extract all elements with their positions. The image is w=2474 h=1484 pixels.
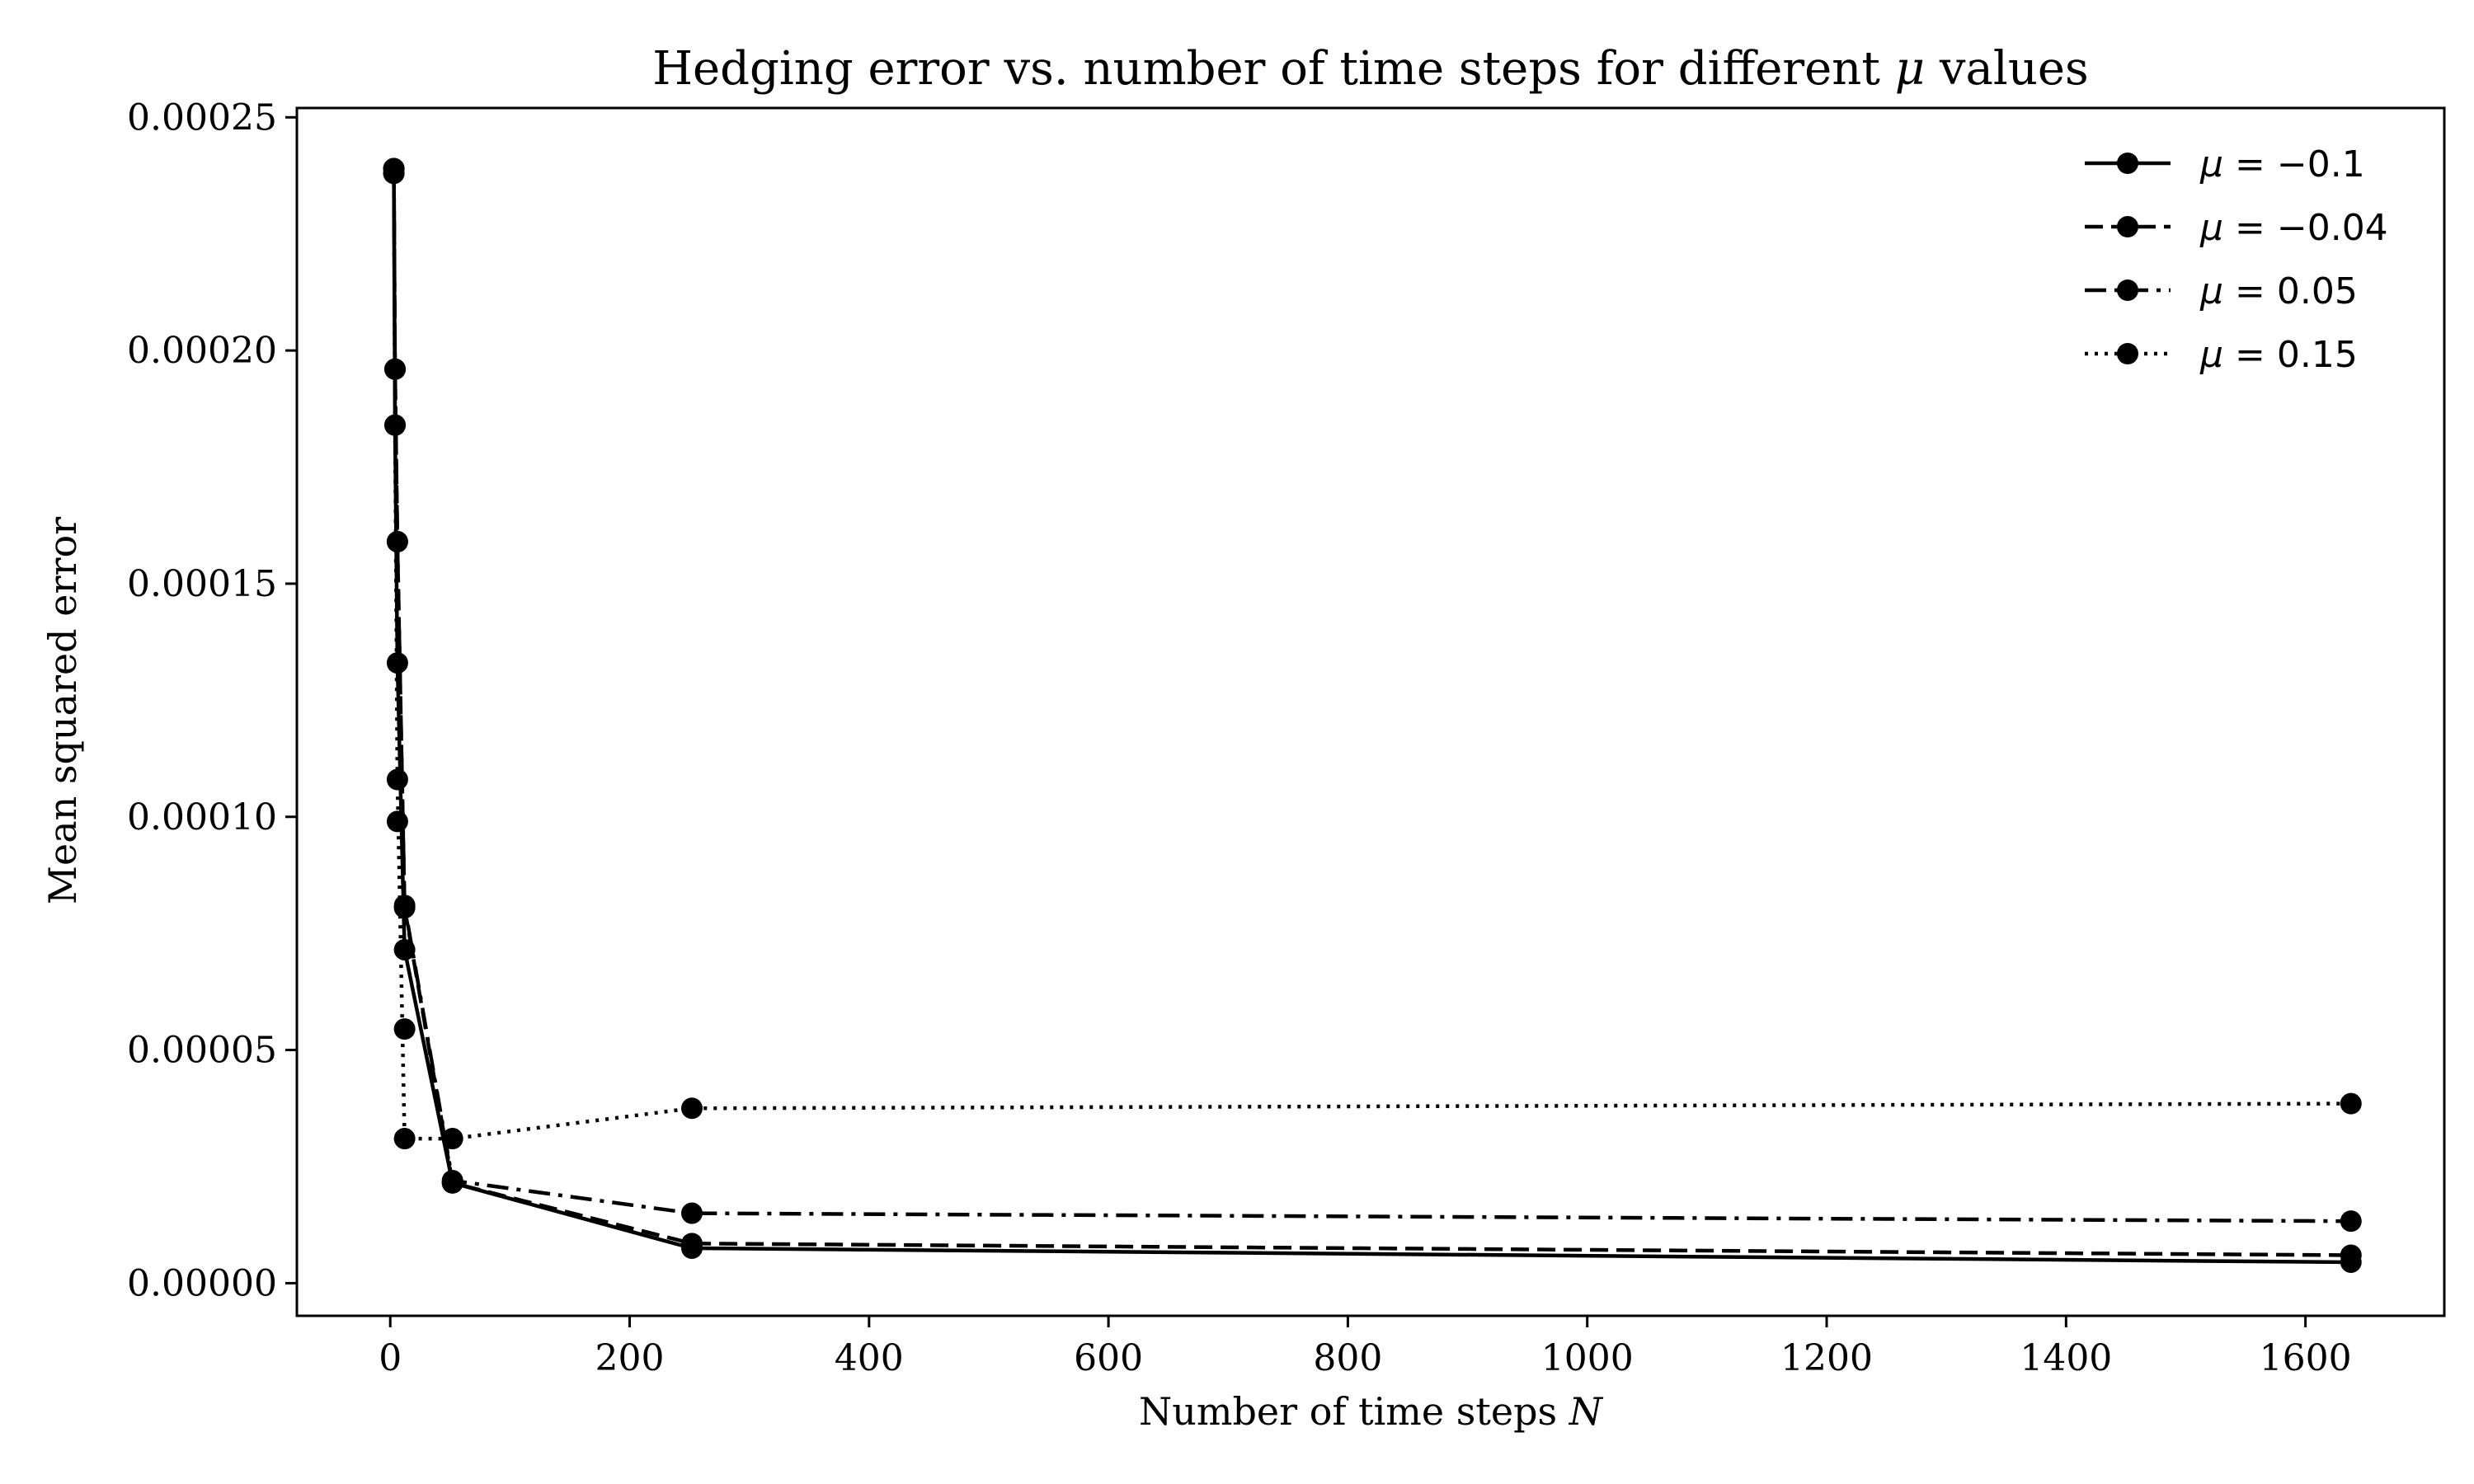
legend-marker-3 (2117, 343, 2138, 364)
x-axis-label: Number of time steps N (1139, 1389, 1604, 1434)
y-tick-label-4: 0.00020 (127, 330, 277, 372)
y-tick-label-0: 0.00000 (127, 1262, 277, 1304)
series-2-point-6 (2340, 1210, 2362, 1233)
series-3-point-6 (2340, 1092, 2362, 1115)
series-line-1 (392, 168, 2351, 1257)
y-tick-label-3: 0.00015 (127, 563, 277, 605)
series-line-2 (392, 168, 2351, 1223)
x-tick-label-0: 0 (379, 1337, 402, 1379)
series-3-point-5 (680, 1097, 703, 1120)
series-3-point-4 (441, 1128, 463, 1150)
series-2-point-4 (441, 1169, 463, 1191)
x-tick-label-2: 400 (835, 1337, 904, 1379)
y-tick-label-5: 0.00025 (127, 96, 277, 139)
x-tick-label-5: 1000 (1541, 1337, 1634, 1379)
series-2-point-1 (384, 358, 407, 380)
plot-frame (295, 106, 2446, 1317)
legend-marker-1 (2117, 216, 2138, 237)
legend-label-2: μ = 0.05 (2199, 270, 2358, 312)
extra-point-1 (393, 1018, 416, 1040)
series-3-point-3 (393, 1128, 416, 1150)
x-axis: 0 200 400 600 800 1000 1200 1400 1600 (379, 1316, 2352, 1379)
legend-label-3: μ = 0.15 (2199, 334, 2358, 376)
legend-marker-2 (2117, 279, 2138, 301)
x-tick-label-8: 1600 (2260, 1337, 2352, 1379)
chart-title: Hedging error vs. number of time steps f… (652, 42, 2089, 96)
series-2-point-5 (680, 1202, 703, 1224)
series-0-point-2 (386, 652, 408, 674)
legend: μ = −0.1 μ = −0.04 μ = 0.05 μ = 0.15 (2085, 143, 2388, 376)
y-axis: 0.00000 0.00005 0.00010 0.00015 0.00020 0.000… (127, 96, 297, 1304)
x-tick-label-4: 800 (1313, 1337, 1382, 1379)
series-layer (383, 157, 2362, 1273)
y-tick-label-1: 0.00005 (127, 1030, 277, 1072)
y-tick-label-2: 0.00010 (127, 796, 277, 838)
series-1-point-5 (680, 1233, 703, 1255)
series-1-point-6 (2340, 1244, 2362, 1266)
legend-label-1: μ = −0.04 (2199, 207, 2388, 249)
x-tick-label-3: 600 (1074, 1337, 1143, 1379)
legend-label-0: μ = −0.1 (2199, 143, 2365, 186)
series-3-point-2 (386, 768, 408, 791)
series-3-point-1 (384, 414, 407, 436)
series-line-3 (392, 173, 2351, 1141)
x-tick-label-6: 1200 (1780, 1337, 1873, 1379)
x-tick-label-7: 1400 (2020, 1337, 2112, 1379)
legend-marker-0 (2117, 153, 2138, 174)
extra-point-0 (386, 810, 408, 833)
x-tick-label-1: 200 (595, 1337, 665, 1379)
y-axis-label: Mean squared error (40, 517, 85, 904)
series-3-point-0 (383, 162, 405, 185)
series-2-point-3 (393, 895, 416, 917)
